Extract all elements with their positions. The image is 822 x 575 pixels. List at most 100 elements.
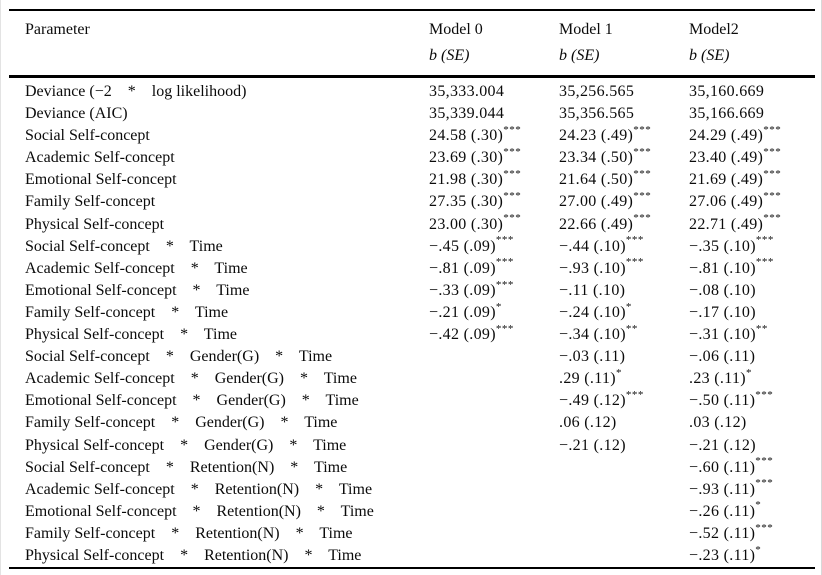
parameter-cell: Deviance (AIC) <box>25 105 128 123</box>
m2-value-cell: 21.69 (.49)*** <box>689 169 815 191</box>
coefficient-value: 21.64 (.50) <box>559 171 634 189</box>
table-row: Family Self-concept * Retention(N) * Tim… <box>9 523 815 545</box>
significance-asterisks: *** <box>763 147 782 158</box>
significance-asterisks: * <box>615 368 622 379</box>
m2-value-cell: −.21 (.12) <box>689 435 815 457</box>
significance-asterisks: *** <box>763 169 782 181</box>
coefficient-value: .03 (.12) <box>689 414 747 432</box>
m2-value-cell: −.17 (.10) <box>689 302 815 324</box>
table-row: Academic Self-concept * Gender(G) * Time… <box>9 368 815 390</box>
m2-value-cell: 23.40 (.49)*** <box>689 147 815 169</box>
significance-asterisks: *** <box>755 257 774 269</box>
column-header-model0: Model 0 <box>429 21 483 38</box>
parameter-cell: Emotional Self-concept * Time <box>25 281 250 299</box>
m0-value-cell: 35,339.044 <box>429 103 559 125</box>
coefficient-value: −.81 (.10) <box>689 259 756 277</box>
m1-value-cell: −.03 (.11) <box>559 346 689 368</box>
coefficient-value: −.08 (.10) <box>689 281 756 299</box>
coefficient-value: −.52 (.11) <box>689 524 756 542</box>
significance-asterisks: ** <box>755 324 768 335</box>
subheader-model0-bse: b (SE) <box>429 40 559 78</box>
m2-value-cell: −.60 (.11)*** <box>689 457 815 479</box>
significance-asterisks: * <box>495 301 502 313</box>
table-body: Deviance (−2 * log likelihood) 35,333.004… <box>9 77 815 569</box>
coefficient-value: −.06 (.11) <box>689 348 756 366</box>
coefficient-value: 27.35 (.30) <box>429 193 504 211</box>
parameter-cell: Physical Self-concept * Time <box>25 326 237 344</box>
coefficient-value: 24.29 (.49) <box>689 127 764 145</box>
coefficient-value: .06 (.12) <box>559 414 617 432</box>
coefficient-value: −.31 (.10) <box>689 326 756 344</box>
coefficient-value: −.03 (.11) <box>559 348 626 366</box>
coefficient-value: 35,160.669 <box>689 83 765 100</box>
table-row: Family Self-concept 27.35 (.30)*** 27.00 (… <box>9 191 815 213</box>
significance-asterisks: *** <box>625 235 644 247</box>
significance-asterisks: *** <box>495 279 514 291</box>
significance-asterisks: *** <box>495 324 514 335</box>
table-row: Deviance (AIC) 35,339.044 35,356.565 35,166… <box>9 103 815 125</box>
results-table-container: Parameter Model 0 Model 1 Model2 b (SE) … <box>9 9 815 570</box>
m1-value-cell: −.34 (.10)** <box>559 324 689 346</box>
parameter-cell: Family Self-concept * Gender(G) * Time <box>25 414 338 432</box>
coefficient-value: −.50 (.11) <box>689 392 756 410</box>
parameter-cell: Academic Self-concept * Gender(G) * Time <box>25 370 357 388</box>
parameter-cell: Emotional Self-concept * Retention(N) * … <box>25 502 374 520</box>
table-row: Family Self-concept * Time −.21 (.09)* −.2… <box>9 302 815 324</box>
significance-asterisks: *** <box>755 478 774 490</box>
coefficient-value: −.42 (.09) <box>429 326 496 344</box>
parameter-cell: Family Self-concept * Time <box>25 303 229 321</box>
m2-value-cell: −.08 (.10) <box>689 280 815 302</box>
coefficient-value: −.21 (.12) <box>689 436 756 454</box>
table-row: Social Self-concept * Gender(G) * Time −.… <box>9 346 815 368</box>
model-results-table: Parameter Model 0 Model 1 Model2 b (SE) … <box>9 9 815 570</box>
coefficient-value: 23.34 (.50) <box>559 149 634 167</box>
coefficient-value: 23.00 (.30) <box>429 215 504 233</box>
significance-asterisks: *** <box>625 390 644 401</box>
parameter-cell: Academic Self-concept * Retention(N) * T… <box>25 480 373 498</box>
significance-asterisks: *** <box>633 213 652 225</box>
coefficient-value: 35,333.004 <box>429 83 505 100</box>
coefficient-value: 24.23 (.49) <box>559 127 634 145</box>
parameter-cell: Academic Self-concept <box>25 149 175 167</box>
significance-asterisks: *** <box>495 257 514 269</box>
table-header: Parameter Model 0 Model 1 Model2 b (SE) … <box>9 10 815 78</box>
m1-value-cell <box>559 501 689 523</box>
coefficient-value: −.45 (.09) <box>429 237 496 255</box>
significance-asterisks: ** <box>625 324 638 335</box>
significance-asterisks: *** <box>633 191 652 203</box>
coefficient-value: 27.06 (.49) <box>689 193 764 211</box>
coefficient-value: −.35 (.10) <box>689 237 756 255</box>
coefficient-value: −.24 (.10) <box>559 303 626 321</box>
m2-value-cell: −.23 (.11)* <box>689 545 815 568</box>
significance-asterisks: *** <box>633 169 652 181</box>
significance-asterisks: * <box>755 500 762 512</box>
column-header-parameter: Parameter <box>25 21 90 38</box>
significance-asterisks: *** <box>625 257 644 269</box>
m0-value-cell: 24.58 (.30)*** <box>429 125 559 147</box>
significance-asterisks: *** <box>755 456 774 468</box>
m2-value-cell: 22.71 (.49)*** <box>689 214 815 236</box>
m1-value-cell: 35,256.565 <box>559 77 689 104</box>
table-row: Emotional Self-concept 21.98 (.30)*** 21.6… <box>9 169 815 191</box>
coefficient-value: −.21 (.09) <box>429 303 496 321</box>
b-se-label: b (SE) <box>429 47 470 64</box>
parameter-cell: Social Self-concept <box>25 127 150 145</box>
significance-asterisks: *** <box>763 191 782 203</box>
m1-value-cell: −.49 (.12)*** <box>559 390 689 412</box>
parameter-cell: Social Self-concept * Gender(G) * Time <box>25 348 333 366</box>
coefficient-value: 35,256.565 <box>559 83 635 100</box>
m0-value-cell: 27.35 (.30)*** <box>429 191 559 213</box>
coefficient-value: −.33 (.09) <box>429 281 496 299</box>
m2-value-cell: −.06 (.11) <box>689 346 815 368</box>
significance-asterisks: *** <box>503 147 522 158</box>
m1-value-cell <box>559 545 689 568</box>
table-row: Deviance (−2 * log likelihood) 35,333.004… <box>9 77 815 104</box>
m0-value-cell: 35,333.004 <box>429 77 559 104</box>
coefficient-value: −.44 (.10) <box>559 237 626 255</box>
parameter-cell: Deviance (−2 * log likelihood) <box>25 83 247 100</box>
table-row: Emotional Self-concept * Retention(N) * … <box>9 501 815 523</box>
coefficient-value: 27.00 (.49) <box>559 193 634 211</box>
m0-value-cell: −.81 (.09)*** <box>429 258 559 280</box>
b-se-label: b (SE) <box>689 47 730 64</box>
